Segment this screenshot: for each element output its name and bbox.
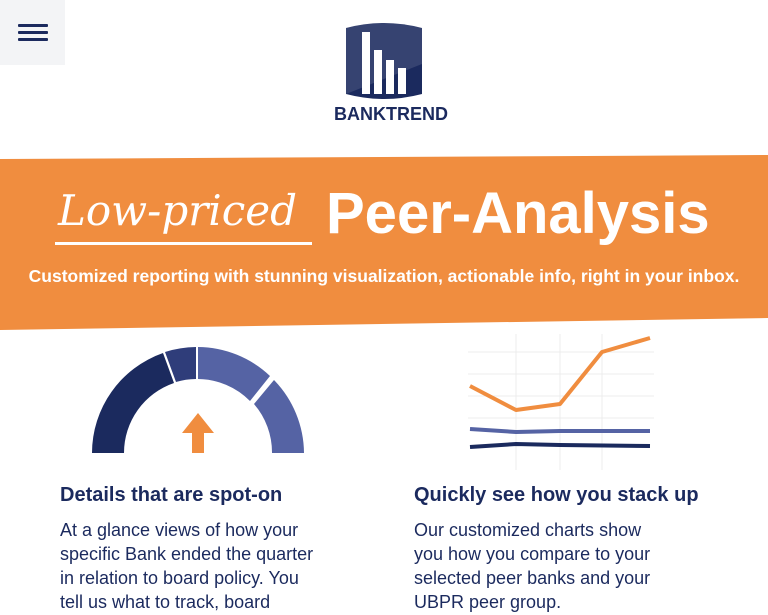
feature-line: specific Bank ended the quarter <box>60 544 314 564</box>
logo-text-bank: BANK <box>334 104 386 124</box>
hero-tagline: Customized reporting with stunning visua… <box>28 266 740 286</box>
banktrend-logo[interactable]: BANKTREND <box>334 20 448 126</box>
hamburger-menu-icon <box>17 24 48 27</box>
logo-mark-icon <box>346 23 422 99</box>
logo-text-trend: TREND <box>386 104 448 124</box>
feature-line: selected peer banks and your <box>414 568 651 588</box>
feature-title-stack-up: Quickly see how you stack up <box>414 484 699 506</box>
feature-line: tell us what to track, board <box>60 592 271 612</box>
feature-title-details: Details that are spot-on <box>60 484 283 506</box>
gauge-icon <box>92 347 304 453</box>
feature-line: you how you compare to your <box>414 544 651 564</box>
feature-line: At a glance views of how your <box>60 520 299 540</box>
menu-button[interactable] <box>0 0 65 65</box>
feature-line: UBPR peer group. <box>414 592 562 612</box>
feature-line: Our customized charts show <box>414 520 642 540</box>
logo-wordmark: BANKTREND <box>334 104 448 125</box>
feature-text-details: At a glance views of how your specific B… <box>60 518 313 614</box>
feature-line: in relation to board policy. You <box>60 568 299 588</box>
handwritten-underline <box>55 242 312 245</box>
line-chart-icon <box>468 334 654 470</box>
handwritten-low-priced: Low-priced <box>58 186 297 235</box>
feature-text-stack-up: Our customized charts show you how you c… <box>414 518 650 614</box>
hero-headline: Peer-Analysis <box>326 181 710 246</box>
